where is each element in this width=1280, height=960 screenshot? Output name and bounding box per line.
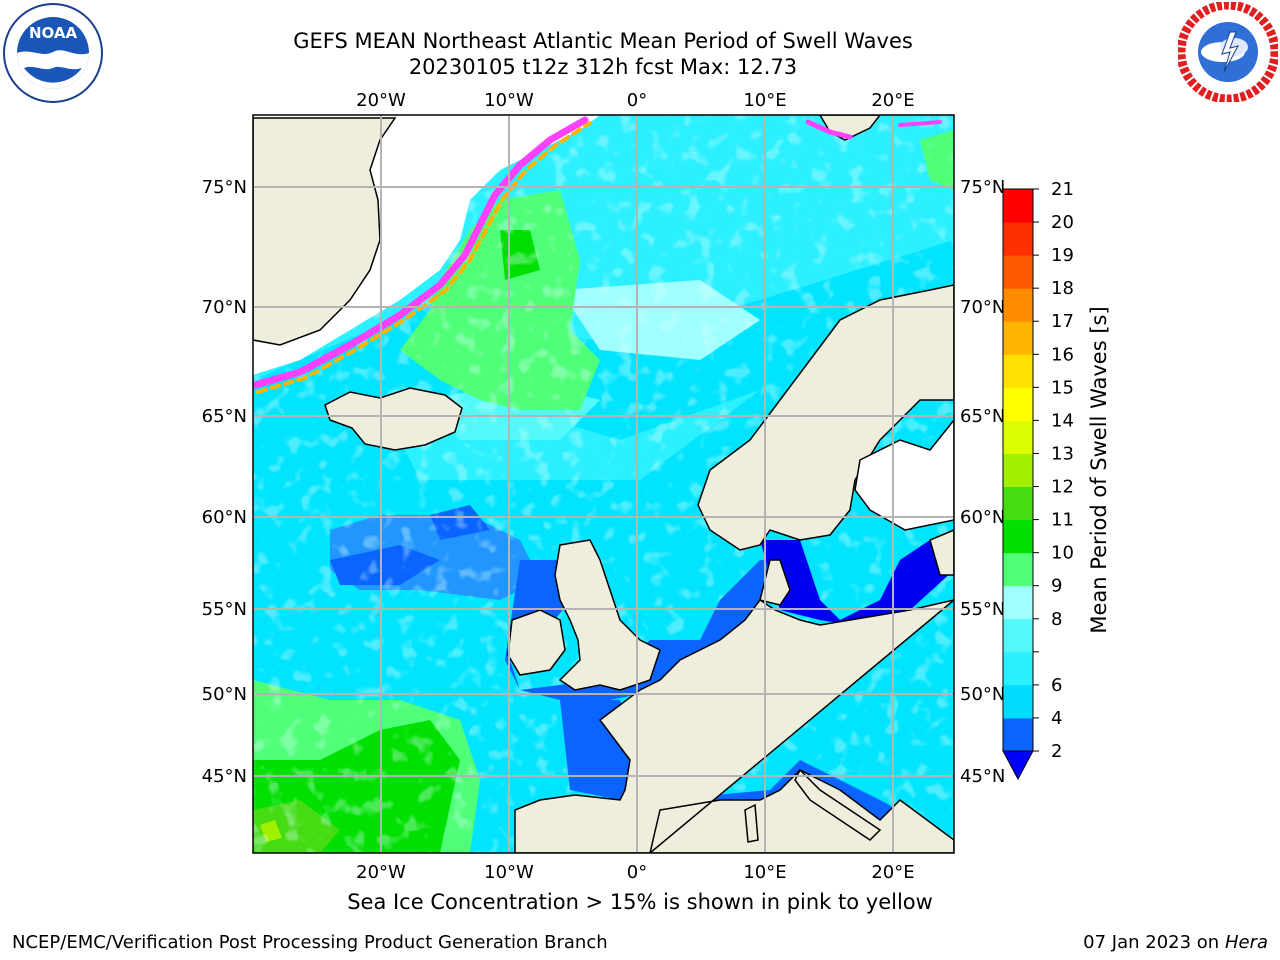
lat-label: 55°N bbox=[202, 599, 247, 620]
great-britain bbox=[554, 539, 661, 691]
colorbar-band bbox=[1003, 717, 1033, 752]
host-name: Hera bbox=[1224, 932, 1268, 953]
lon-label: 0° bbox=[627, 862, 647, 883]
colorbar-tick-label: 6 bbox=[1051, 675, 1062, 696]
lon-label: 20°E bbox=[871, 90, 914, 111]
continental-europe bbox=[514, 598, 954, 853]
colorbar-tick-label: 10 bbox=[1051, 543, 1074, 564]
denmark bbox=[759, 559, 791, 606]
lon-label: 10°E bbox=[743, 862, 786, 883]
finland-coast bbox=[929, 529, 954, 576]
generation-date: 07 Jan 2023 on Hera bbox=[1083, 932, 1268, 953]
colorbar-tick-label: 13 bbox=[1051, 443, 1074, 464]
north-sea-channel-short-swell bbox=[505, 560, 800, 700]
colorbar-tick-label: 19 bbox=[1051, 245, 1074, 266]
colorbar-tick-label: 15 bbox=[1051, 377, 1074, 398]
colorbar-band bbox=[1003, 222, 1033, 256]
lat-label: 75°N bbox=[960, 177, 1005, 198]
colorbar-band bbox=[1003, 519, 1033, 554]
lon-label: 20°W bbox=[356, 90, 406, 111]
colorbar-band bbox=[1003, 354, 1033, 388]
lat-label: 70°N bbox=[202, 297, 247, 318]
colorbar-tick-label: 21 bbox=[1051, 179, 1074, 200]
colorbar-frame bbox=[1002, 188, 1034, 752]
colorbar-band bbox=[1003, 453, 1033, 488]
colorbar-tick-label: 18 bbox=[1051, 278, 1074, 299]
colorbar-tick-label: 11 bbox=[1051, 510, 1074, 531]
colorbar-tick-label: 2 bbox=[1051, 741, 1062, 762]
lat-labels: 75°N 70°N 65°N 60°N 55°N 50°N 45°N 75°N … bbox=[202, 177, 1006, 787]
lat-label: 60°N bbox=[202, 507, 247, 528]
lat-label: 60°N bbox=[960, 507, 1005, 528]
lon-label: 10°E bbox=[743, 90, 786, 111]
lat-label: 45°N bbox=[960, 766, 1005, 787]
lat-label: 50°N bbox=[202, 684, 247, 705]
colorbar-band bbox=[1003, 552, 1033, 587]
producer-credit: NCEP/EMC/Verification Post Processing Pr… bbox=[12, 932, 608, 953]
land-masses bbox=[253, 115, 954, 853]
colorbar-tick-label: 8 bbox=[1051, 609, 1062, 630]
colorbar-tick-label: 16 bbox=[1051, 344, 1074, 365]
lon-label: 10°W bbox=[484, 90, 534, 111]
colorbar-tick-label: 9 bbox=[1051, 576, 1062, 597]
map-plot-area bbox=[253, 115, 954, 853]
colorbar-tick-label: 17 bbox=[1051, 311, 1074, 332]
colorbar-band bbox=[1003, 585, 1033, 620]
lat-label: 65°N bbox=[960, 406, 1005, 427]
map-subtitle: 20230105 t12z 312h fcst Max: 12.73 bbox=[408, 55, 798, 79]
colorbar-tick-label: 4 bbox=[1051, 708, 1062, 729]
lon-label: 10°W bbox=[484, 862, 534, 883]
lon-labels: 20°W 10°W 0° 10°E 20°E 20°W 10°W 0° 10°E… bbox=[356, 90, 914, 883]
map-frame bbox=[252, 114, 955, 854]
lat-label: 55°N bbox=[960, 599, 1005, 620]
colorbar-tick-label: 12 bbox=[1051, 477, 1074, 498]
lat-label: 65°N bbox=[202, 406, 247, 427]
colorbar-band bbox=[1003, 420, 1033, 454]
lat-label: 45°N bbox=[202, 766, 247, 787]
colorbar-band bbox=[1003, 321, 1033, 355]
colorbar-band bbox=[1003, 651, 1033, 686]
lon-label: 20°E bbox=[871, 862, 914, 883]
lat-label: 70°N bbox=[960, 297, 1005, 318]
greenland-land bbox=[253, 117, 397, 346]
generation-date-text: 07 Jan 2023 on bbox=[1083, 932, 1225, 953]
colorbar-band bbox=[1003, 288, 1033, 322]
colorbar-band bbox=[1003, 486, 1033, 521]
map-title: GEFS MEAN Northeast Atlantic Mean Period… bbox=[293, 29, 913, 53]
colorbar-band bbox=[1003, 387, 1033, 421]
graticule bbox=[253, 115, 954, 853]
colorbar-tick-label: 14 bbox=[1051, 410, 1074, 431]
sea-ice-edge bbox=[253, 116, 942, 394]
noaa-logo-text: NOAA bbox=[29, 24, 78, 42]
colorbar-band bbox=[1003, 255, 1033, 289]
colorbar-band bbox=[1003, 684, 1033, 719]
lat-label: 50°N bbox=[960, 684, 1005, 705]
colorbar-label: Mean Period of Swell Waves [s] bbox=[1087, 306, 1111, 633]
baltic-short-swell bbox=[760, 530, 954, 630]
lat-label: 75°N bbox=[202, 177, 247, 198]
colorbar-tick-label: 20 bbox=[1051, 212, 1074, 233]
lon-label: 0° bbox=[627, 90, 647, 111]
noaa-logo: NOAA bbox=[3, 3, 103, 103]
colorbar-band bbox=[1003, 618, 1033, 653]
sea-ice-note: Sea Ice Concentration > 15% is shown in … bbox=[347, 890, 933, 914]
colorbar: 2 4 6 8 9 10 11 12 13 14 15 16 17 18 19 20 21 bbox=[1002, 179, 1074, 781]
colorbar-band bbox=[1003, 189, 1033, 223]
nws-logo bbox=[1178, 2, 1278, 102]
lon-label: 20°W bbox=[356, 862, 406, 883]
colorbar-extend-arrow bbox=[1002, 750, 1034, 781]
gulf-of-bothnia-ice bbox=[854, 418, 954, 531]
